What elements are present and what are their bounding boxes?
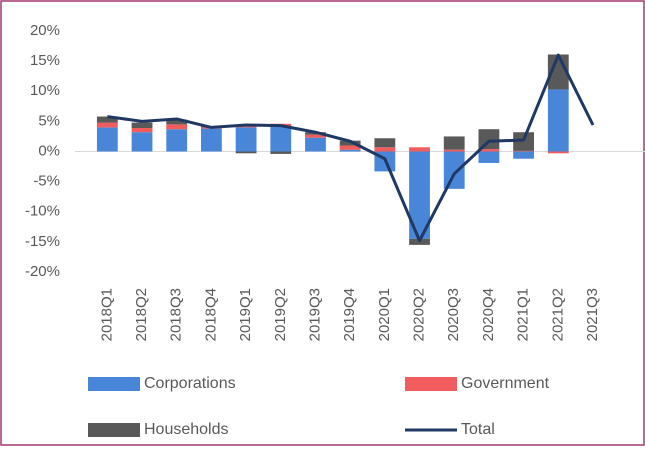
y-tick-label: -15% (25, 233, 60, 250)
bar (409, 147, 430, 152)
x-tick-label: 2021Q1 (515, 288, 532, 341)
bar (374, 138, 396, 148)
bar (131, 128, 153, 133)
bar (443, 151, 465, 189)
bar (235, 151, 257, 154)
x-tick-label: 2021Q2 (549, 288, 566, 341)
bar (374, 147, 396, 152)
x-tick-label: 2018Q3 (168, 288, 185, 341)
bar (235, 127, 257, 152)
y-tick-label: 10% (30, 82, 60, 99)
legend-swatch (88, 423, 140, 437)
x-tick-label: 2019Q2 (272, 288, 289, 341)
bar (513, 132, 534, 151)
legend-swatch (88, 377, 140, 391)
bar (339, 145, 361, 150)
legend-swatch (405, 377, 457, 391)
x-tick-label: 2020Q2 (411, 288, 428, 341)
bar (166, 124, 188, 130)
bar (96, 127, 118, 152)
bar (235, 126, 257, 128)
bar (443, 136, 465, 150)
y-tick-label: 20% (30, 22, 60, 39)
bar (270, 126, 292, 152)
bar (166, 119, 188, 125)
bar (547, 151, 569, 154)
bar (166, 129, 188, 152)
y-tick-label: 15% (30, 52, 60, 69)
bar (305, 137, 326, 152)
bar (513, 150, 534, 152)
x-tick-label: 2020Q1 (376, 288, 393, 341)
y-tick-label: 5% (38, 112, 60, 129)
bar (478, 149, 500, 152)
bar (513, 151, 534, 159)
legend-label: Corporations (144, 375, 236, 392)
x-tick-label: 2018Q4 (202, 288, 219, 341)
x-tick-label: 2019Q3 (306, 288, 323, 341)
bar (201, 128, 222, 152)
legend-label: Government (461, 375, 550, 392)
x-tick-label: 2020Q3 (445, 288, 462, 341)
y-tick-label: -20% (25, 263, 60, 280)
bar (131, 122, 153, 129)
legend-label: Total (461, 421, 495, 438)
bar (305, 134, 326, 138)
x-tick-label: 2020Q4 (480, 288, 497, 341)
line (107, 53, 595, 243)
y-tick-label: -10% (25, 203, 60, 220)
y-tick-label: 0% (38, 142, 60, 159)
bar (339, 140, 361, 146)
bar (131, 132, 153, 152)
x-tick-label: 2018Q1 (98, 288, 115, 341)
bar (547, 89, 569, 152)
legend-label: Households (144, 421, 229, 438)
bar (478, 151, 500, 163)
x-tick-label: 2019Q4 (341, 288, 358, 341)
y-tick-label: -5% (33, 173, 60, 190)
x-tick-label: 2019Q1 (237, 288, 254, 341)
x-tick-label: 2021Q3 (584, 288, 601, 341)
bar (443, 149, 465, 152)
bar (96, 122, 118, 128)
bar (409, 151, 430, 239)
bar (339, 149, 361, 152)
bar (270, 151, 292, 154)
bar (96, 116, 118, 123)
x-tick-label: 2018Q2 (133, 288, 150, 341)
